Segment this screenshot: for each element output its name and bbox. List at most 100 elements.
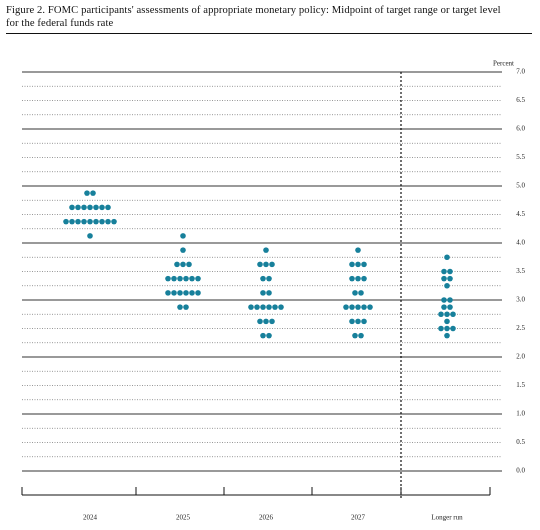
- dot: [266, 290, 272, 296]
- dot: [355, 304, 361, 310]
- dot: [441, 268, 447, 275]
- dot: [87, 233, 93, 239]
- dot: [177, 304, 183, 310]
- dot: [444, 325, 450, 332]
- dot: [87, 218, 93, 225]
- dot: [444, 318, 450, 325]
- dot: [355, 318, 361, 325]
- dot: [105, 204, 111, 211]
- x-tick-label: 2026: [259, 514, 274, 522]
- dot: [69, 204, 75, 211]
- dot: [352, 290, 358, 296]
- dot: [355, 275, 361, 282]
- dot: [447, 275, 453, 282]
- dot: [438, 325, 444, 332]
- dot: [441, 297, 447, 303]
- title-rule: [6, 33, 532, 34]
- y-tick-label: 0.0: [516, 467, 525, 475]
- dot: [367, 304, 373, 310]
- dot: [278, 304, 284, 310]
- dot: [269, 318, 275, 325]
- dot: [438, 311, 444, 318]
- y-tick-label: 3.0: [516, 296, 525, 304]
- dot: [165, 290, 171, 296]
- dot: [355, 261, 361, 268]
- dot: [266, 332, 272, 339]
- dot: [260, 332, 266, 339]
- dot: [63, 218, 69, 225]
- dot: [361, 304, 367, 310]
- dot: [444, 311, 450, 318]
- dot: [75, 218, 81, 225]
- dot: [441, 304, 447, 310]
- dot: [189, 275, 195, 282]
- dot: [177, 290, 183, 296]
- dot: [358, 290, 364, 296]
- dot: [441, 275, 447, 282]
- dot: [263, 247, 269, 253]
- dot: [195, 275, 201, 282]
- dot: [171, 290, 177, 296]
- y-tick-label: 2.5: [516, 324, 525, 332]
- dot: [352, 332, 358, 339]
- y-axis-label: Percent: [493, 60, 514, 68]
- y-tick-label: 2.0: [516, 353, 525, 361]
- dot: [349, 318, 355, 325]
- dot: [358, 332, 364, 339]
- dot: [81, 204, 87, 211]
- dot: [254, 304, 260, 310]
- y-tick-label: 7.0: [516, 68, 525, 76]
- dot: [69, 218, 75, 225]
- y-tick-label: 1.0: [516, 410, 525, 418]
- dot: [349, 261, 355, 268]
- dot: [75, 204, 81, 211]
- dot: [183, 304, 189, 310]
- dot: [99, 218, 105, 225]
- chart-title: Figure 2. FOMC participants' assessments…: [6, 5, 501, 29]
- dot: [349, 304, 355, 310]
- y-tick-label: 5.0: [516, 182, 525, 190]
- dot: [257, 318, 263, 325]
- y-tick-label: 0.5: [516, 438, 525, 446]
- dot: [177, 275, 183, 282]
- dot: [186, 261, 192, 268]
- dot: [266, 275, 272, 282]
- dot: [84, 190, 90, 196]
- dot: [195, 290, 201, 296]
- x-tick-label: 2025: [176, 514, 191, 522]
- dot: [355, 247, 361, 253]
- dot: [180, 233, 186, 239]
- y-tick-label: 6.5: [516, 96, 525, 104]
- y-tick-label: 5.5: [516, 153, 525, 161]
- dot: [444, 332, 450, 339]
- dot: [180, 261, 186, 268]
- dot: [183, 275, 189, 282]
- dot: [99, 204, 105, 211]
- dot: [174, 261, 180, 268]
- dot: [447, 268, 453, 275]
- dot: [272, 304, 278, 310]
- dot: [171, 275, 177, 282]
- dot: [444, 282, 450, 289]
- dot: [263, 318, 269, 325]
- dot: [87, 204, 93, 211]
- dot: [269, 261, 275, 268]
- dot: [343, 304, 349, 310]
- dot: [260, 304, 266, 310]
- dot: [183, 290, 189, 296]
- dot: [447, 297, 453, 303]
- y-tick-label: 3.5: [516, 267, 525, 275]
- dot: [93, 204, 99, 211]
- dot: [450, 325, 456, 332]
- dot: [248, 304, 254, 310]
- dot: [180, 247, 186, 253]
- dot: [260, 290, 266, 296]
- dot: [111, 218, 117, 225]
- dot: [93, 218, 99, 225]
- dot: [81, 218, 87, 225]
- y-tick-label: 1.5: [516, 381, 525, 389]
- y-tick-label: 4.5: [516, 210, 525, 218]
- x-tick-label: 2027: [351, 514, 366, 522]
